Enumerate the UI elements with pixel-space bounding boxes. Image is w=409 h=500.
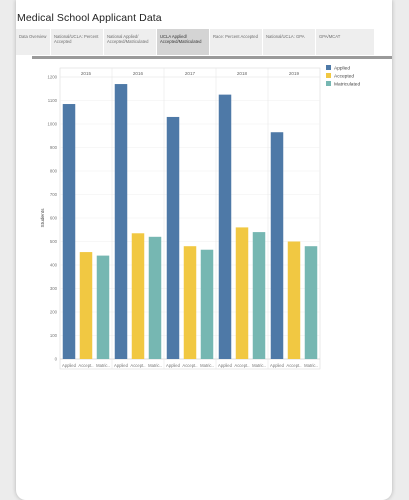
x-tick-label: Applied [270, 363, 285, 368]
y-tick-label: 1000 [47, 122, 57, 127]
legend-label-accepted: Accepted [334, 73, 354, 79]
y-tick-label: 1200 [47, 75, 57, 80]
x-tick-label: Applied [62, 363, 77, 368]
y-tick-label: 600 [50, 216, 58, 221]
bar-matriculated-2018[interactable] [252, 232, 266, 359]
tab-data-overview[interactable]: Data Overview [16, 29, 50, 55]
bar-accepted-2019[interactable] [287, 241, 301, 360]
x-tick-label: Accept.. [234, 363, 249, 368]
bar-applied-2018[interactable] [218, 94, 232, 359]
x-tick-label: Matric.. [96, 363, 110, 368]
bar-matriculated-2019[interactable] [304, 246, 318, 359]
facet-header-2015: 2015 [81, 71, 92, 76]
y-axis-label: Students [40, 208, 46, 228]
y-tick-label: 400 [50, 263, 58, 268]
x-tick-label: Accept.. [130, 363, 145, 368]
x-tick-label: Matric.. [304, 363, 318, 368]
bar-applied-2019[interactable] [270, 132, 284, 359]
y-tick-label: 0 [55, 357, 58, 362]
x-tick-label: Matric.. [148, 363, 162, 368]
legend-swatch-applied[interactable] [326, 65, 331, 70]
x-tick-label: Applied [218, 363, 233, 368]
x-tick-label: Matric.. [200, 363, 214, 368]
bar-accepted-2015[interactable] [79, 252, 93, 359]
legend-swatch-matriculated[interactable] [326, 81, 331, 86]
y-tick-label: 1100 [48, 98, 58, 103]
y-tick-label: 900 [50, 145, 58, 150]
page-title: Medical School Applicant Data [17, 12, 162, 24]
y-tick-label: 800 [50, 169, 58, 174]
y-tick-label: 100 [50, 333, 58, 338]
x-tick-label: Applied [114, 363, 129, 368]
tab-ucla-applied-accepted-matriculated[interactable]: UCLA Applied/ Accepted/Matriculated [157, 29, 209, 55]
bar-matriculated-2016[interactable] [148, 236, 162, 359]
tab-national-ucla-gpa[interactable]: National/UCLA: GPA [263, 29, 315, 55]
x-tick-label: Accept.. [182, 363, 197, 368]
x-tick-label: Matric.. [252, 363, 266, 368]
tab-race-percent-accepted[interactable]: Race: Percent Accepted [210, 29, 262, 55]
x-tick-label: Applied [166, 363, 181, 368]
legend-label-applied: Applied [334, 65, 350, 71]
facet-header-2016: 2016 [133, 71, 144, 76]
x-tick-label: Accept.. [78, 363, 93, 368]
bar-matriculated-2015[interactable] [96, 255, 110, 359]
bar-accepted-2018[interactable] [235, 227, 249, 359]
facet-header-2018: 2018 [237, 71, 248, 76]
bar-accepted-2017[interactable] [183, 246, 197, 359]
legend-label-matriculated: Matriculated [334, 81, 360, 87]
tab-national-ucla-percent-accepted[interactable]: National/UCLA: Percent Accepted [51, 29, 103, 55]
bar-applied-2017[interactable] [166, 116, 180, 359]
facet-header-2019: 2019 [289, 71, 300, 76]
tab-bar: Data Overview National/UCLA: Percent Acc… [16, 29, 376, 55]
plot-frame [59, 67, 321, 370]
legend-swatch-accepted[interactable] [326, 73, 331, 78]
bar-applied-2016[interactable] [114, 84, 128, 360]
bar-applied-2015[interactable] [62, 104, 76, 360]
y-tick-label: 300 [50, 286, 58, 291]
tab-underline [32, 56, 392, 59]
facet-header-2017: 2017 [185, 71, 196, 76]
tab-gpa-mcat[interactable]: GPA/MCAT [316, 29, 374, 55]
x-tick-label: Accept.. [286, 363, 301, 368]
bar-accepted-2016[interactable] [131, 233, 145, 359]
bar-matriculated-2017[interactable] [200, 249, 214, 359]
tab-national-applied-accepted-matriculated[interactable]: National Applied/ Accepted/Matriculated [104, 29, 156, 55]
y-tick-label: 700 [50, 192, 58, 197]
y-tick-label: 500 [50, 239, 58, 244]
y-tick-label: 200 [50, 310, 58, 315]
